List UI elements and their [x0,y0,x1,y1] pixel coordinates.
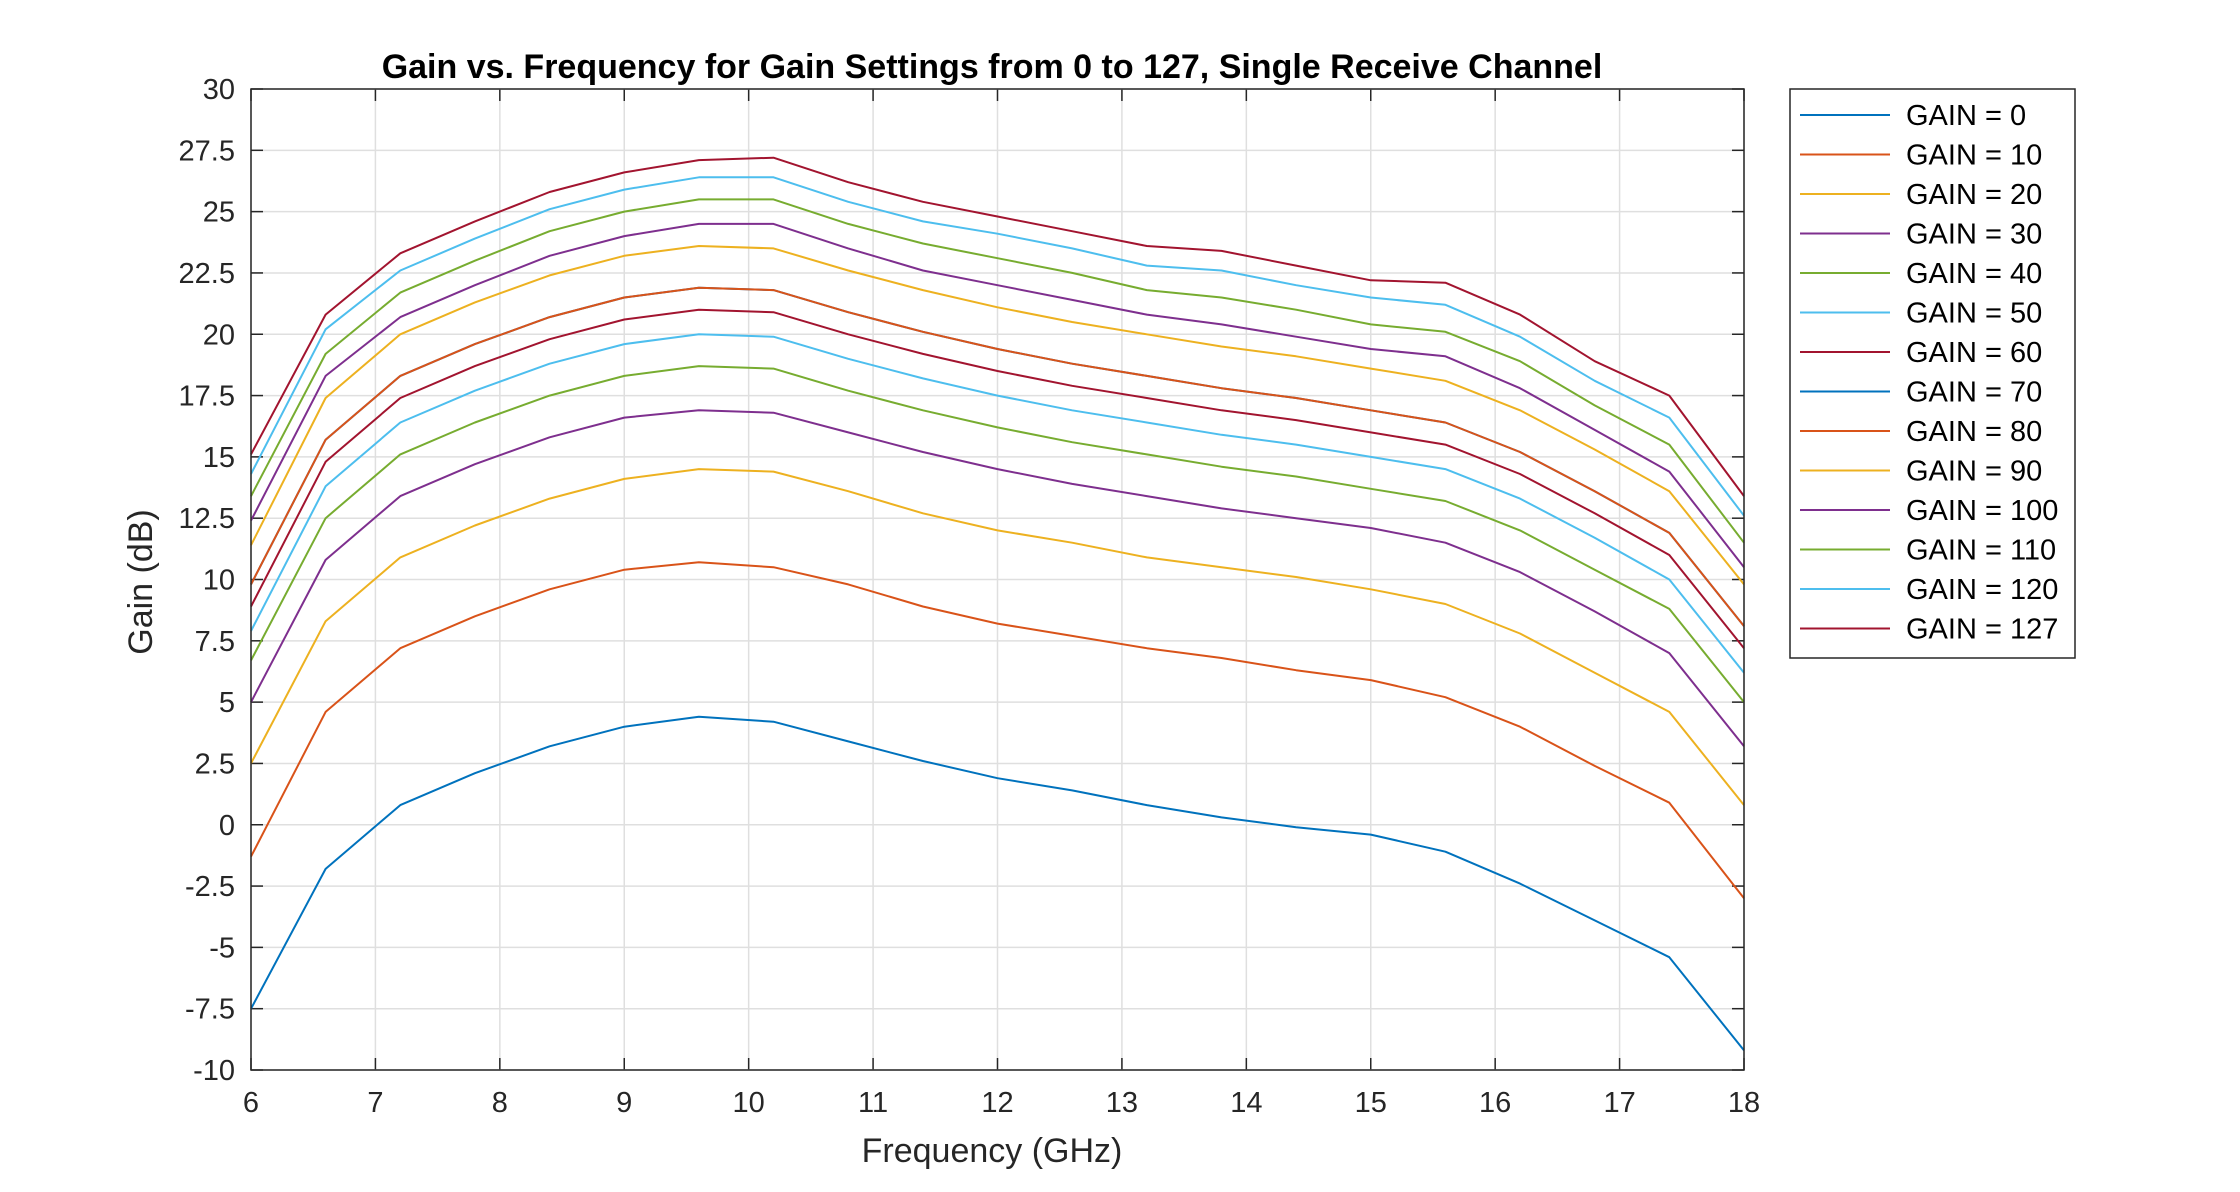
legend: GAIN = 0 GAIN = 10 GAIN = 20 GAIN = 30 GAIN … [1789,88,2076,659]
legend-label: GAIN = 60 [1906,337,2042,369]
legend-item: GAIN = 10 [1800,140,2042,172]
y-tick-label: 2.5 [195,748,235,780]
y-tick-label: -10 [193,1055,235,1087]
y-tick-label: 30 [203,74,235,106]
series-line-gain-127 [250,156,1745,497]
y-tick-label: 17.5 [179,381,235,413]
legend-label: GAIN = 110 [1906,535,2056,567]
legend-item: GAIN = 60 [1800,337,2042,369]
legend-label: GAIN = 20 [1906,179,2042,211]
legend-item: GAIN = 110 [1800,535,2056,567]
legend-label: GAIN = 50 [1906,298,2042,330]
y-tick-label: 20 [203,319,235,351]
legend-item: GAIN = 20 [1800,179,2042,211]
chart-title: Gain vs. Frequency for Gain Settings fro… [382,48,1603,86]
legend-item: GAIN = 50 [1800,298,2042,330]
y-tick-label: -2.5 [185,871,235,903]
x-tick-label: 8 [492,1087,508,1119]
series-line-gain-10 [250,561,1745,899]
legend-item: GAIN = 127 [1800,614,2058,646]
legend-label: GAIN = 70 [1906,377,2042,409]
series-line-gain-110 [250,198,1745,544]
series-line-gain-100 [250,222,1745,568]
legend-label: GAIN = 120 [1906,574,2058,606]
x-tick-label: 6 [243,1087,259,1119]
x-tick-label: 13 [1106,1087,1138,1119]
y-tick-label: 27.5 [179,135,235,167]
series-line-gain-30 [250,409,1745,747]
legend-label: GAIN = 80 [1906,416,2042,448]
y-tick-label: -5 [209,932,235,964]
legend-label: GAIN = 127 [1906,614,2058,646]
x-tick-label: 16 [1479,1087,1511,1119]
x-tick-label: 17 [1603,1087,1635,1119]
legend-label: GAIN = 40 [1906,258,2042,290]
y-tick-label: 5 [219,687,235,719]
legend-label: GAIN = 100 [1906,495,2058,527]
series-line-gain-90 [250,245,1745,586]
legend-item: GAIN = 80 [1800,416,2042,448]
legend-label: GAIN = 0 [1906,100,2026,132]
x-tick-label: 14 [1230,1087,1262,1119]
x-tick-label: 7 [367,1087,383,1119]
legend-item: GAIN = 120 [1800,574,2058,606]
y-tick-label: 25 [203,197,235,229]
series-line-gain-50 [250,333,1745,674]
plot-area: 6 7 8 9 10 11 12 13 14 15 16 17 18 -10 -7.5 -5 -2.5 0 2.5 5… [179,74,1761,1119]
legend-item: GAIN = 70 [1800,377,2042,409]
x-tick-label: 9 [616,1087,632,1119]
y-tick-label: 0 [219,810,235,842]
legend-box [1789,88,2076,659]
x-tick-label: 12 [981,1087,1013,1119]
x-tick-label: 18 [1728,1087,1760,1119]
x-tick-label: 11 [858,1087,888,1119]
legend-item: GAIN = 30 [1800,219,2042,251]
series-line-gain-0 [250,715,1745,1052]
axes-frame [250,88,1745,1071]
y-tick-label: 15 [203,442,235,474]
legend-label: GAIN = 30 [1906,219,2042,251]
y-tick-label: -7.5 [185,994,235,1026]
series-line-gain-20 [250,468,1745,806]
series-line-gain-80 [250,286,1745,627]
x-tick-label: 15 [1355,1087,1387,1119]
x-axis-label: Frequency (GHz) [862,1132,1123,1170]
legend-label: GAIN = 10 [1906,140,2042,172]
y-tick-label: 10 [203,565,235,597]
x-tick-label: 10 [733,1087,765,1119]
y-axis-label: Gain (dB) [122,509,160,655]
legend-item: GAIN = 90 [1800,456,2042,488]
legend-item: GAIN = 100 [1800,495,2058,527]
legend-label: GAIN = 90 [1906,456,2042,488]
y-tick-label: 7.5 [195,626,235,658]
series-line-gain-40 [250,365,1745,703]
series-line-gain-120 [250,176,1745,517]
legend-item: GAIN = 0 [1800,100,2026,132]
y-tick-label: 22.5 [179,258,235,290]
series-line-gain-60 [250,308,1745,649]
legend-item: GAIN = 40 [1800,258,2042,290]
y-tick-label: 12.5 [179,503,235,535]
